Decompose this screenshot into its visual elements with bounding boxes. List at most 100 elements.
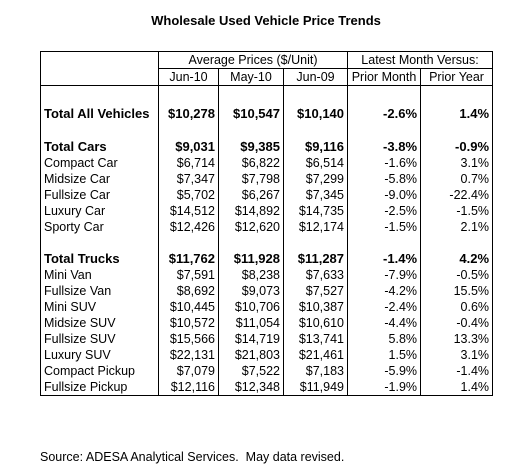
data-row: Total Trucks $11,762 $11,928 $11,287 -1.4% 4.…: [40, 251, 494, 267]
table-cell: $10,572: [158, 315, 219, 331]
table-cell: $8,692: [158, 283, 219, 299]
table-cell: $7,345: [282, 187, 349, 203]
table-cell: [158, 123, 219, 139]
title: Wholesale Used Vehicle Price Trends: [151, 13, 381, 28]
table-cell: $22,131: [158, 347, 219, 363]
table-cell: Mini Van: [40, 267, 159, 283]
table-cell: Luxury Car: [40, 203, 159, 219]
group-header-row: Average Prices ($/Unit) Latest Month Vers…: [40, 51, 494, 69]
data-row: Luxury SUV $22,131 $21,803 $21,461 1.5% 3.1%: [40, 347, 494, 363]
table-cell: $5,702: [158, 187, 219, 203]
table-cell: -4.2%: [347, 283, 422, 299]
table-cell: 5.8%: [347, 331, 422, 347]
table-cell: $12,348: [218, 379, 284, 396]
table-cell: 13.3%: [420, 331, 494, 347]
table-cell: May-10: [218, 68, 284, 86]
table-cell: $12,620: [218, 219, 284, 235]
table-cell: $11,054: [218, 315, 284, 331]
table-cell: $9,073: [218, 283, 284, 299]
table-cell: [347, 85, 422, 105]
table-cell: Total Cars: [40, 139, 159, 155]
table-cell: -9.0%: [347, 187, 422, 203]
table-cell: 1.4%: [420, 105, 494, 123]
column-header-row: Jun-10 May-10 Jun-09 Prior Month Prior Year: [40, 68, 494, 86]
table-cell: [218, 123, 284, 139]
table-cell: Fullsize Pickup: [40, 379, 159, 396]
table-cell: [40, 68, 159, 86]
table-cell: 3.1%: [420, 347, 494, 363]
table-cell: $6,514: [282, 155, 349, 171]
table-cell: -0.5%: [420, 267, 494, 283]
table-cell: [40, 51, 159, 69]
table-cell: -2.4%: [347, 299, 422, 315]
table-cell: -1.6%: [347, 155, 422, 171]
table-cell: $7,798: [218, 171, 284, 187]
data-row: Midsize SUV $10,572 $11,054 $10,610 -4.4% -0.…: [40, 315, 494, 331]
table-cell: $7,183: [282, 363, 349, 379]
table-cell: $21,803: [218, 347, 284, 363]
table-cell: 1.4%: [420, 379, 494, 396]
table-cell: $7,079: [158, 363, 219, 379]
spacer-row: [40, 85, 494, 105]
table-cell: -0.4%: [420, 315, 494, 331]
table-cell: 4.2%: [420, 251, 494, 267]
table-cell: Midsize Car: [40, 171, 159, 187]
table-cell: $14,892: [218, 203, 284, 219]
table-cell: $7,299: [282, 171, 349, 187]
table-cell: $10,706: [218, 299, 284, 315]
table-cell: $10,445: [158, 299, 219, 315]
table-cell: -3.8%: [347, 139, 422, 155]
table-cell: -4.4%: [347, 315, 422, 331]
table-cell: $11,928: [218, 251, 284, 267]
table-cell: $13,741: [282, 331, 349, 347]
data-row: Mini SUV $10,445 $10,706 $10,387 -2.4% 0.6%: [40, 299, 494, 315]
table-cell: -22.4%: [420, 187, 494, 203]
data-row: Fullsize SUV $15,566 $14,719 $13,741 5.8% 13.…: [40, 331, 494, 347]
table-cell: $14,735: [282, 203, 349, 219]
table-cell: $11,762: [158, 251, 219, 267]
table-cell: [347, 123, 422, 139]
table-cell: $6,714: [158, 155, 219, 171]
table-cell: 0.7%: [420, 171, 494, 187]
data-row: Fullsize Car $5,702 $6,267 $7,345 -9.0% -22.4…: [40, 187, 494, 203]
table-cell: $11,287: [282, 251, 349, 267]
table-cell: $21,461: [282, 347, 349, 363]
table-cell: $6,267: [218, 187, 284, 203]
table-cell: [282, 123, 349, 139]
data-row: Midsize Car $7,347 $7,798 $7,299 -5.8% 0.7%: [40, 171, 494, 187]
source-note: Source: ADESA Analytical Services. May d…: [40, 450, 345, 464]
table-cell: $9,031: [158, 139, 219, 155]
table-cell: $10,547: [218, 105, 284, 123]
table-cell: [40, 235, 159, 251]
table-cell: [218, 235, 284, 251]
table-cell: -2.6%: [347, 105, 422, 123]
table-cell: Sporty Car: [40, 219, 159, 235]
table-cell: $15,566: [158, 331, 219, 347]
price-table: Average Prices ($/Unit) Latest Month Vers…: [40, 51, 494, 396]
data-row: Total All Vehicles $10,278 $10,547 $10,140-…: [40, 105, 494, 123]
table-cell: Total Trucks: [40, 251, 159, 267]
table-cell: Jun-10: [158, 68, 219, 86]
table-cell: Midsize SUV: [40, 315, 159, 331]
table-cell: Prior Year: [420, 68, 494, 86]
table-cell: [282, 85, 349, 105]
table-cell: [158, 85, 219, 105]
table-cell: $10,387: [282, 299, 349, 315]
data-row: Luxury Car $14,512 $14,892 $14,735 -2.5% -1.5…: [40, 203, 494, 219]
table-cell: Fullsize Van: [40, 283, 159, 299]
table-cell: $8,238: [218, 267, 284, 283]
table-cell: Latest Month Versus:: [347, 51, 494, 69]
table-cell: 2.1%: [420, 219, 494, 235]
table-cell: $7,347: [158, 171, 219, 187]
table-cell: Total All Vehicles: [40, 105, 159, 123]
table-cell: -7.9%: [347, 267, 422, 283]
table-cell: $7,591: [158, 267, 219, 283]
table-cell: $6,822: [218, 155, 284, 171]
table-cell: Fullsize SUV: [40, 331, 159, 347]
data-row: Mini Van $7,591 $8,238 $7,633 -7.9% -0.5%: [40, 267, 494, 283]
table-cell: 0.6%: [420, 299, 494, 315]
table-cell: Luxury SUV: [40, 347, 159, 363]
table-cell: [158, 235, 219, 251]
table-cell: Mini SUV: [40, 299, 159, 315]
